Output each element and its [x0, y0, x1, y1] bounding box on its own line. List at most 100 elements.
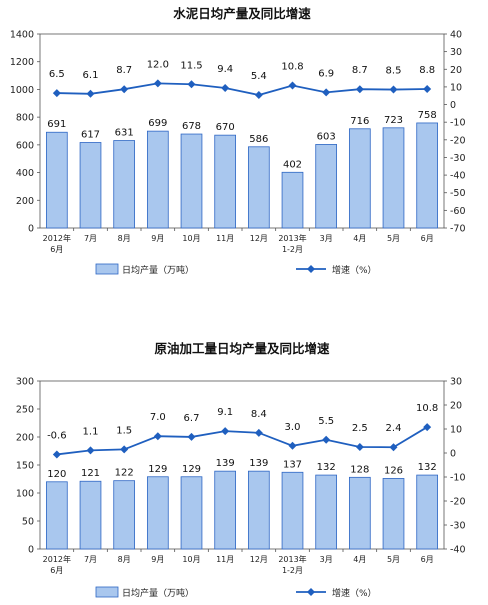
chart-1-growth-label: 8.5: [386, 66, 402, 77]
chart-1-bar: [146, 130, 169, 229]
chart-1-right-tick-label: 0: [450, 100, 456, 111]
chart-1-category-label: 9月: [151, 234, 164, 243]
chart-1-category-label: 11月: [216, 234, 234, 243]
chart-1-bar: [180, 133, 203, 229]
chart-2-bar-label: 139: [216, 458, 235, 469]
chart-1-bar-label: 758: [418, 110, 437, 121]
chart-1-left-tick-label: 600: [16, 140, 34, 151]
chart-2-category-label: 11月: [216, 555, 234, 564]
chart-2-right-tick-label: 30: [450, 377, 462, 388]
chart-2-bar-label: 129: [182, 464, 201, 475]
chart-1-left-tick-label: 200: [16, 196, 34, 207]
chart-2-growth-label: 5.5: [318, 416, 334, 427]
chart-2-legend-bar-swatch: [95, 586, 119, 598]
chart-2-right-tick-label: -10: [450, 473, 466, 484]
chart-1-bar-label: 603: [317, 131, 336, 142]
chart-2-right-tick-label: -30: [450, 521, 466, 532]
chart-2-bar: [382, 478, 405, 550]
chart-1-growth-point: [221, 83, 230, 92]
chart-1-left-tick-label: 0: [28, 224, 34, 235]
chart-1-bar-label: 631: [115, 128, 134, 139]
chart-2-category-label: 2013年 1-2月: [278, 554, 306, 575]
chart-2-bar-label: 129: [148, 464, 167, 475]
chart-1-title: 水泥日均产量及同比增速: [173, 6, 311, 21]
chart-2-growth-point: [187, 432, 196, 441]
chart-2-growth-point: [86, 446, 95, 455]
chart-1-right-tick-label: -40: [450, 171, 466, 182]
chart-2-growth-point: [153, 432, 162, 441]
chart-2-bar: [416, 474, 439, 550]
chart-2-category-label: 6月: [421, 555, 434, 564]
chart-2-bar-label: 132: [418, 462, 437, 473]
chart-1-growth-point: [355, 85, 364, 94]
chart-1-left-tick-label: 1200: [10, 57, 34, 68]
chart-2-category-label: 7月: [84, 555, 97, 564]
chart-2-bar: [45, 481, 68, 550]
chart-2-growth-label: 2.4: [386, 423, 402, 434]
chart-2-category-label: 9月: [151, 555, 164, 564]
chart-2-growth-point: [52, 450, 61, 459]
chart-2-bar-label: 128: [350, 464, 369, 475]
chart-2-bar-label: 121: [81, 468, 100, 479]
chart-1-bar-label: 670: [216, 122, 235, 133]
chart-1-right-tick-label: 30: [450, 47, 462, 58]
chart-1-growth-point: [187, 80, 196, 89]
chart-2-growth-point: [355, 443, 364, 451]
chart-1-growth-point: [423, 85, 432, 94]
chart-1-bar: [348, 128, 371, 229]
chart-2-left-tick-label: 200: [16, 433, 34, 444]
chart-2-left-tick-label: 0: [28, 545, 34, 556]
chart-2-category-label: 2012年 6月: [43, 554, 71, 575]
chart-2-right-tick-label: -20: [450, 497, 466, 508]
chart-1-growth-label: 12.0: [147, 59, 169, 70]
chart-1-bar: [113, 140, 136, 229]
chart-1-growth-point: [288, 81, 297, 90]
chart-1-category-label: 6月: [421, 234, 434, 243]
chart-1-bar: [45, 131, 68, 229]
chart-2-bar-label: 139: [249, 458, 268, 469]
chart-1-category-label: 3月: [320, 234, 333, 243]
chart-1-growth-label: 8.7: [352, 65, 368, 76]
chart-1-growth-label: 6.5: [49, 69, 65, 80]
chart-1-category-label: 7月: [84, 234, 97, 243]
chart-2-bar-label: 132: [317, 462, 336, 473]
chart-2-title: 原油加工量日均产量及同比增速: [154, 341, 330, 356]
chart-1-growth-point: [254, 91, 263, 100]
chart-1-bar: [382, 127, 405, 229]
chart-1-bar-label: 617: [81, 130, 100, 141]
chart-1-category-label: 2013年 1-2月: [278, 233, 306, 254]
chart-2-category-label: 4月: [353, 555, 366, 564]
chart-1-bar: [315, 144, 338, 229]
chart-2-left-tick-label: 250: [16, 405, 34, 416]
chart-1-bar-label: 586: [249, 134, 268, 145]
chart-1-legend-bar-swatch: [95, 263, 119, 275]
chart-1-legend-line-marker: [307, 265, 315, 273]
chart-1-right-tick-label: -50: [450, 188, 466, 199]
chart-2-growth-label: -0.6: [47, 430, 67, 441]
chart-2-category-label: 3月: [320, 555, 333, 564]
chart-2-growth-label: 7.0: [150, 412, 166, 423]
chart-2-left-tick-label: 50: [22, 517, 34, 528]
chart-1-right-tick-label: 20: [450, 65, 462, 76]
chart-2-growth-point: [221, 427, 230, 436]
chart-1-category-label: 10月: [182, 234, 200, 243]
chart-2-bar: [281, 471, 304, 550]
chart-2-category-label: 8月: [118, 555, 131, 564]
chart-1-growth-point: [86, 89, 95, 98]
chart-1-growth-label: 9.4: [217, 64, 233, 75]
chart-1-right-tick-label: 10: [450, 82, 462, 93]
chart-2-bar: [180, 476, 203, 550]
chart-2-growth-point: [254, 428, 263, 437]
chart-2-growth-point: [389, 443, 398, 452]
chart-2-growth-point: [322, 435, 331, 444]
chart-1-growth-label: 6.9: [318, 68, 334, 79]
chart-1-growth-point: [153, 79, 162, 88]
chart-2-bar: [348, 476, 371, 550]
chart-2-left-tick-label: 150: [16, 461, 34, 472]
chart-2-category-label: 10月: [182, 555, 200, 564]
chart-2-right-tick-label: -40: [450, 545, 466, 556]
chart-1-legend-bar-label: 日均产量（万吨）: [122, 264, 194, 276]
chart-1-bar-label: 678: [182, 121, 201, 132]
chart-1-category-label: 2012年 6月: [43, 233, 71, 254]
chart-1-growth-label: 8.7: [116, 65, 132, 76]
